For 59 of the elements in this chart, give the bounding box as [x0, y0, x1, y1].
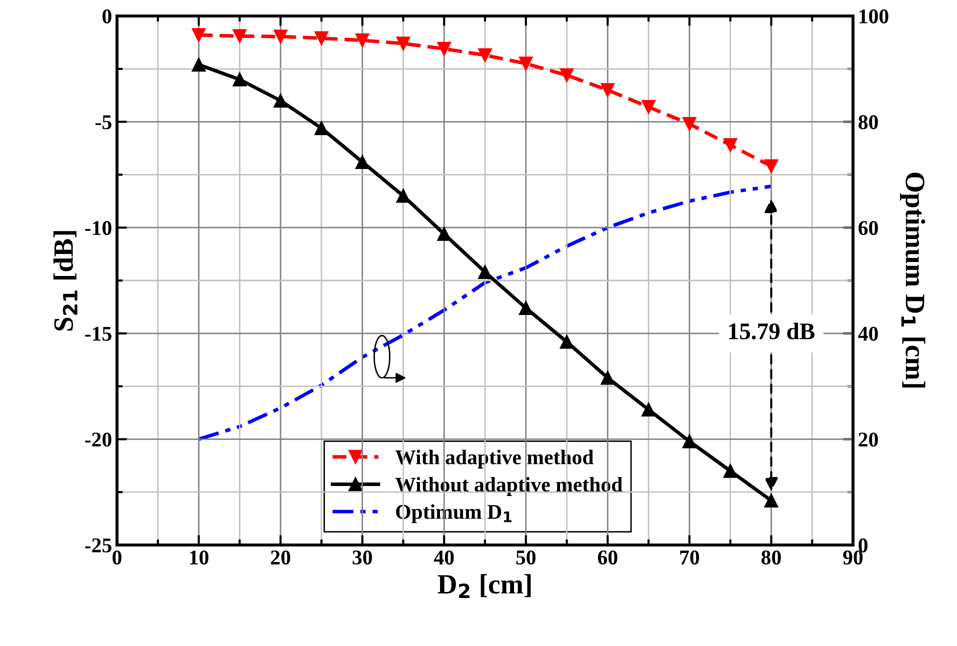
- point: [642, 402, 656, 417]
- x-tick-label: 30: [352, 550, 372, 565]
- point: [478, 265, 492, 279]
- point: [396, 188, 410, 203]
- point: [355, 155, 370, 169]
- x-tick-label: 90: [843, 550, 863, 565]
- point: [232, 72, 247, 86]
- legend-label: Optimum D$_{1}$: [396, 504, 512, 524]
- x-tick-label: 50: [516, 550, 536, 565]
- point: [600, 370, 615, 385]
- point: [192, 58, 206, 72]
- y2-axis-title: Optimum D$_{1}$ [cm]: [900, 172, 926, 388]
- x-tick-label: 70: [680, 550, 700, 565]
- point: [682, 116, 696, 131]
- x-tick-label: 10: [190, 550, 208, 565]
- point: [437, 227, 452, 241]
- y2-tick-label: 0: [858, 538, 868, 552]
- y2-tick-label: 60: [858, 220, 878, 236]
- y-tick-label: -25: [85, 538, 112, 552]
- point: [682, 434, 696, 448]
- x-tick-label: 80: [762, 550, 781, 565]
- y-tick-label: -5: [96, 115, 112, 130]
- point: [560, 68, 574, 82]
- y-tick-label: -10: [85, 220, 112, 236]
- point: [764, 494, 778, 508]
- point: [560, 334, 574, 349]
- x-tick-label: 0: [112, 550, 122, 565]
- y-tick-label: -15: [85, 326, 112, 341]
- point: [192, 28, 206, 42]
- point: [437, 42, 452, 56]
- y-tick-label: 0: [102, 9, 112, 24]
- point: [723, 138, 738, 152]
- point: [314, 121, 328, 136]
- y-axis-title: S$_{21}$ [dB]: [53, 231, 78, 331]
- y2-tick-label: 80: [858, 115, 878, 130]
- point: [518, 301, 533, 315]
- x-axis-title: D$_{2}$ [cm]: [438, 574, 531, 598]
- point: [274, 30, 288, 44]
- point: [232, 29, 247, 44]
- point: [764, 159, 778, 174]
- x-tick-label: 40: [434, 550, 454, 565]
- point: [723, 464, 738, 478]
- y-tick-label: -20: [85, 432, 112, 447]
- point: [518, 56, 533, 71]
- y2-tick-label: 100: [860, 9, 888, 24]
- x-tick-label: 60: [598, 550, 618, 565]
- point: [314, 31, 328, 46]
- y2-tick-label: 20: [858, 432, 878, 447]
- point: [396, 36, 410, 50]
- point: [642, 100, 656, 114]
- point: [355, 33, 370, 48]
- legend-label: With adaptive method: [395, 450, 594, 469]
- point: [600, 83, 615, 98]
- x-tick-label: 20: [271, 550, 290, 565]
- point: [478, 48, 492, 62]
- annotation: 15.79 dB: [729, 322, 815, 340]
- y2-tick-label: 40: [858, 326, 878, 341]
- point: [274, 94, 288, 108]
- legend-label: Without adaptive method: [395, 477, 622, 496]
